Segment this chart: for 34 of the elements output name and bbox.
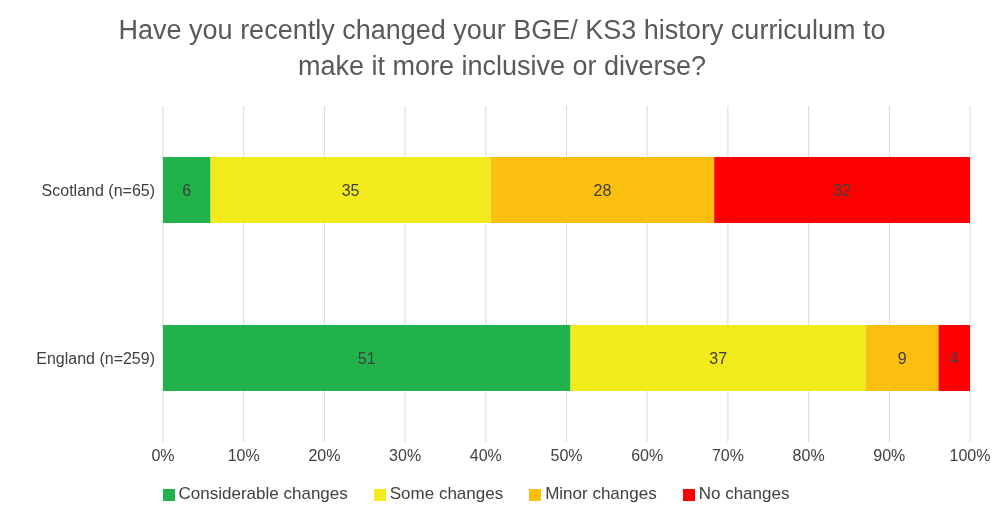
data-label: 6 (182, 181, 192, 199)
data-label: 4 (949, 349, 959, 367)
bar (570, 325, 866, 391)
legend-label: Some changes (389, 484, 504, 503)
x-tick-label: 100% (949, 447, 991, 465)
x-tick-label: 90% (873, 447, 906, 465)
x-tick-label: 0% (151, 447, 175, 465)
bar (163, 325, 571, 391)
legend-label: No changes (698, 484, 790, 503)
data-label: 32 (833, 181, 852, 199)
data-label: 28 (593, 181, 612, 199)
legend-label: Minor changes (545, 484, 657, 503)
x-tick-label: 60% (631, 447, 664, 465)
x-tick-label: 10% (227, 447, 260, 465)
x-tick-label: 70% (711, 447, 744, 465)
y-tick-label: England (n=259) (36, 349, 155, 367)
x-tick-label: 50% (550, 447, 583, 465)
x-tick-label: 80% (792, 447, 825, 465)
bar (490, 157, 715, 223)
bar (714, 157, 970, 223)
y-tick-label: Scotland (n=65) (41, 181, 155, 199)
x-tick-label: 20% (308, 447, 341, 465)
legend-label: Considerable changes (178, 484, 348, 503)
chart-title: Have you recently changed your BGE/ KS3 history curriculum to make it more inclusive or diverse? (117, 14, 887, 83)
data-label: 9 (897, 349, 907, 367)
data-label: 37 (709, 349, 728, 367)
bar (163, 157, 211, 223)
data-label: 35 (341, 181, 360, 199)
data-label: 51 (357, 349, 376, 367)
bar (865, 325, 939, 391)
bar (210, 157, 491, 223)
x-tick-label: 30% (389, 447, 422, 465)
x-tick-label: 40% (469, 447, 502, 465)
bar (938, 325, 970, 391)
